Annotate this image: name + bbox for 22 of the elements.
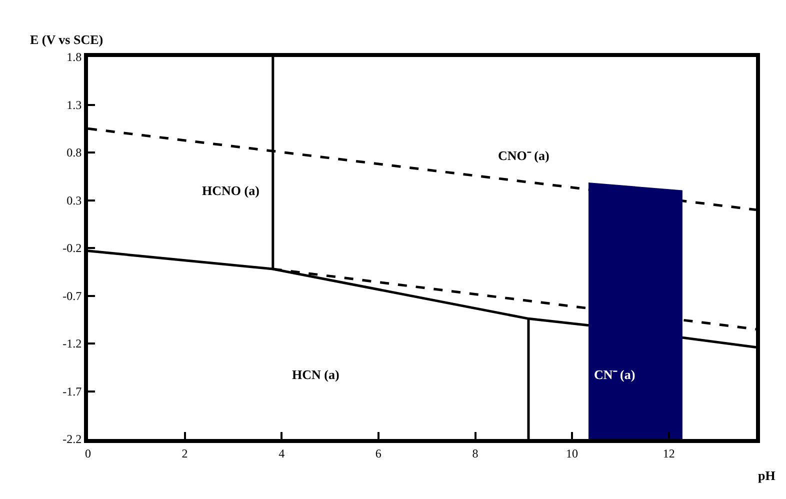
- x-tick-label: 12: [662, 446, 675, 460]
- y-axis-title: E (V vs SCE): [30, 32, 104, 47]
- annotation: HCNO (a): [202, 183, 260, 198]
- annotation: HCN (a): [292, 367, 340, 382]
- y-tick-label: -1.2: [62, 336, 82, 351]
- y-tick-label: -0.7: [62, 288, 82, 303]
- y-tick-label: -1.7: [62, 384, 82, 398]
- x-axis-title: pH: [758, 468, 776, 483]
- annotation: CNO⁻ (a): [498, 148, 550, 163]
- x-tick-label: 10: [566, 446, 578, 460]
- y-tick-label: 0.8: [66, 146, 82, 160]
- y-tick-label: 1.8: [66, 50, 82, 64]
- annotation: CN⁻ (a): [594, 367, 636, 382]
- x-tick-label: 0: [85, 446, 91, 460]
- y-tick-label: 1.3: [66, 98, 82, 112]
- y-tick-label: -2.2: [62, 432, 82, 446]
- x-tick-label: 4: [278, 446, 285, 460]
- y-tick-label: 0.3: [66, 193, 82, 208]
- x-tick-label: 2: [182, 446, 188, 460]
- x-tick-label: 6: [375, 446, 382, 460]
- y-tick-label: -0.2: [62, 241, 82, 256]
- x-tick-label: 8: [472, 446, 478, 460]
